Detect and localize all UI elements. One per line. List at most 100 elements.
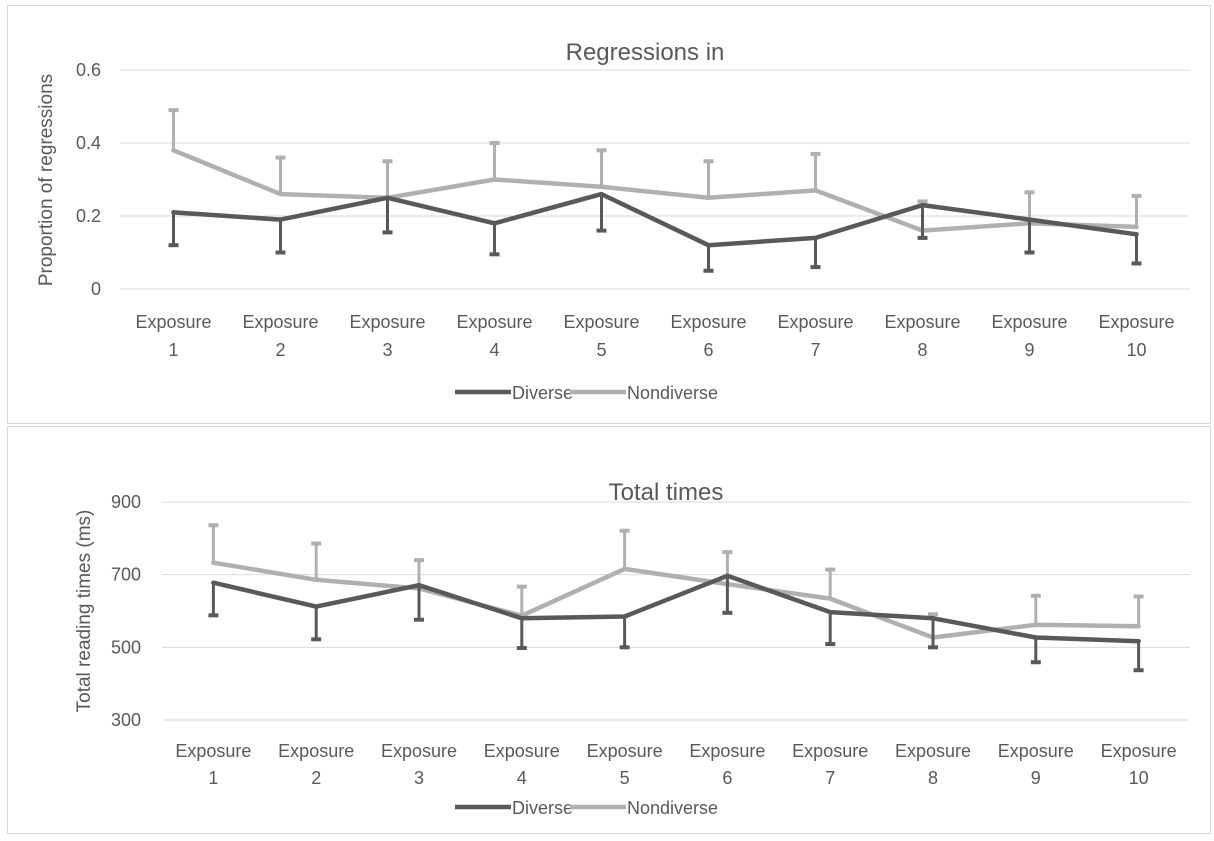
data-point [828,609,833,615]
data-point [706,243,711,248]
x-tick-label-word: Exposure [777,312,853,332]
x-tick-label-word: Exposure [998,741,1074,761]
x-tick-label-number: 4 [489,340,499,360]
data-point [1136,624,1141,629]
y-tick-label: 0.6 [76,60,101,80]
x-tick-label-word: Exposure [456,312,532,332]
data-point [211,560,216,565]
x-tick-label-number: 7 [825,768,835,788]
legend: Diverse Nondiverse [455,798,718,818]
x-tick-label-word: Exposure [1101,741,1177,761]
data-point [492,221,497,226]
x-tick-label-number: 1 [168,340,178,360]
x-tick-label-word: Exposure [278,741,354,761]
data-point [385,195,390,200]
x-tick-label-number: 2 [275,340,285,360]
y-tick-label: 300 [111,710,141,730]
y-tick-label: 700 [111,565,141,585]
data-point [171,210,176,215]
x-tick-label-word: Exposure [884,312,960,332]
data-point [519,616,524,621]
x-tick-label-word: Exposure [381,741,457,761]
x-tick-label-word: Exposure [484,741,560,761]
data-point [930,616,936,621]
x-tick-label-word: Exposure [1098,312,1174,332]
y-axis-label: Total reading times (ms) [74,510,95,713]
x-tick-label-number: 8 [928,768,938,788]
data-point [622,614,627,619]
y-axis-label: Proportion of regressions [36,74,57,286]
data-point [599,184,604,189]
chart-title: Regressions in [566,39,725,66]
legend-label-nondiverse: Nondiverse [627,383,718,403]
x-tick-label-number: 3 [382,340,392,360]
series-line [211,560,1141,640]
x-tick-label-word: Exposure [135,312,211,332]
y-tick-label: 0 [91,279,101,299]
data-point [813,188,818,193]
data-point [171,148,176,153]
x-tick-label-word: Exposure [349,312,425,332]
x-tick-label-number: 9 [1031,768,1041,788]
legend: Diverse Nondiverse [455,383,718,403]
x-tick-label-word: Exposure [895,741,971,761]
x-tick-label-word: Exposure [563,312,639,332]
x-tick-label-word: Exposure [242,312,318,332]
data-point [416,583,422,588]
x-tick-label-word: Exposure [991,312,1067,332]
x-tick-label-number: 2 [311,768,321,788]
data-point [1136,638,1141,644]
data-point [920,202,925,208]
x-tick-label-word: Exposure [792,741,868,761]
series-line [211,573,1141,644]
x-tick-label-number: 6 [703,340,713,360]
x-tick-label-number: 9 [1024,340,1034,360]
data-point [725,573,730,578]
chart-regressions: Regressions in Proportion of regressions 0… [36,39,1190,403]
data-point [278,191,283,197]
data-point [1134,232,1139,237]
x-tick-label-number: 7 [810,340,820,360]
series-line [171,191,1139,248]
series-diverse [208,573,1144,673]
data-point [813,235,818,241]
series-line [171,148,1139,233]
data-point [278,217,283,222]
data-point [706,195,711,200]
series-diverse [168,191,1142,273]
x-tick-label-word: Exposure [670,312,746,332]
y-tick-label: 0.4 [76,133,101,153]
data-point [828,596,833,601]
x-tick-label-number: 10 [1129,768,1149,788]
x-tick-label-word: Exposure [689,741,765,761]
data-point [492,177,497,182]
x-tick-label-number: 3 [414,768,424,788]
legend-label-diverse: Diverse [512,383,573,403]
data-point [1033,622,1039,628]
x-tick-label-number: 5 [596,340,606,360]
x-tick-label-number: 6 [722,768,732,788]
data-point [314,604,319,609]
data-point [314,577,319,582]
x-tick-label-word: Exposure [587,741,663,761]
x-tick-label-number: 4 [517,768,527,788]
x-tick-label-number: 5 [620,768,630,788]
data-point [622,566,627,572]
y-tick-label: 900 [111,492,141,512]
y-tick-label: 500 [111,637,141,657]
y-tick-label: 0.2 [76,206,101,226]
legend-label-nondiverse: Nondiverse [627,798,718,818]
data-point [599,191,604,197]
data-point [1033,635,1039,640]
x-tick-label-word: Exposure [175,741,251,761]
x-tick-label-number: 1 [208,768,218,788]
data-point [1027,217,1032,222]
data-point [1134,224,1139,230]
data-point [211,580,216,585]
x-tick-label-number: 10 [1126,340,1146,360]
legend-label-diverse: Diverse [512,798,573,818]
x-tick-label-number: 8 [917,340,927,360]
